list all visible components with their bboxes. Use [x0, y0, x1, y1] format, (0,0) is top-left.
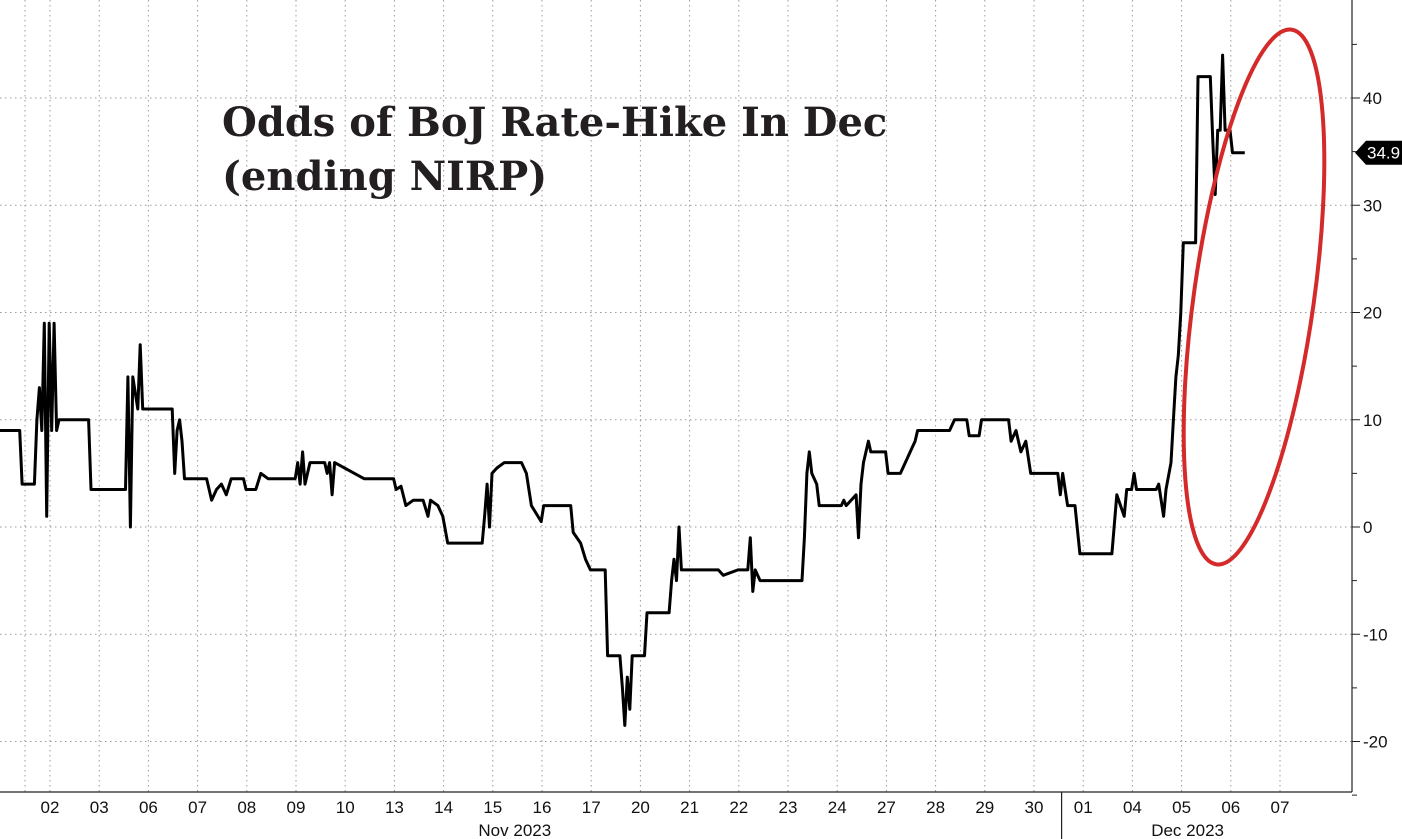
x-tick-label: 23 — [779, 798, 798, 817]
x-tick-label: 15 — [483, 798, 502, 817]
x-tick-label: 13 — [385, 798, 404, 817]
y-tick-label: -10 — [1363, 625, 1388, 644]
x-tick-label: 28 — [926, 798, 945, 817]
x-tick-label: 03 — [90, 798, 109, 817]
x-tick-label: 22 — [729, 798, 748, 817]
series-line — [0, 53, 1245, 727]
x-tick-label: 29 — [975, 798, 994, 817]
x-tick-label: 24 — [828, 798, 847, 817]
x-tick-label: 16 — [533, 798, 552, 817]
x-tick-label: 14 — [434, 798, 453, 817]
x-tick-label: 06 — [1221, 798, 1240, 817]
x-tick-label: 20 — [631, 798, 650, 817]
y-axis: -20 -10 0 10 20 30 40 — [1351, 0, 1388, 796]
x-tick-label: 04 — [1123, 798, 1142, 817]
y-tick-label: -20 — [1363, 733, 1388, 752]
x-axis: 02 03 06 07 08 09 10 13 14 15 16 17 20 21 22 23 24 27 28 29… — [0, 791, 1352, 839]
annotations: 34.9 — [1181, 27, 1402, 567]
highlight-ellipse — [1181, 27, 1327, 567]
x-tick-label: 17 — [582, 798, 601, 817]
chart-title-main: Odds of BoJ Rate-Hike In Dec — [222, 99, 888, 146]
y-tick-label: 40 — [1363, 89, 1382, 108]
x-tick-label: 02 — [41, 798, 60, 817]
gridlines — [0, 0, 1352, 792]
x-tick-label: 06 — [139, 798, 158, 817]
month-label: Dec 2023 — [1151, 821, 1224, 839]
y-tick-label: 20 — [1363, 304, 1382, 323]
x-tick-label: 08 — [237, 798, 256, 817]
x-tick-label: 05 — [1172, 798, 1191, 817]
x-tick-label: 21 — [680, 798, 699, 817]
month-label: Nov 2023 — [478, 821, 551, 839]
last-value-badge — [1355, 140, 1402, 165]
x-tick-label: 01 — [1074, 798, 1093, 817]
x-tick-label: 07 — [188, 798, 207, 817]
y-tick-label: 30 — [1363, 196, 1382, 215]
y-tick-label: 10 — [1363, 411, 1382, 430]
x-tick-label: 27 — [877, 798, 896, 817]
x-tick-label: 07 — [1271, 798, 1290, 817]
y-tick-label: 0 — [1363, 518, 1372, 537]
x-tick-label: 30 — [1025, 798, 1044, 817]
last-value-label: 34.9 — [1367, 144, 1400, 163]
chart-subtitle: (ending NIRP) — [222, 153, 548, 200]
chart-title: Odds of BoJ Rate-Hike In Dec (ending NIR… — [222, 96, 887, 204]
x-tick-label: 10 — [336, 798, 355, 817]
x-tick-label: 09 — [287, 798, 306, 817]
series-layer — [0, 53, 1245, 727]
